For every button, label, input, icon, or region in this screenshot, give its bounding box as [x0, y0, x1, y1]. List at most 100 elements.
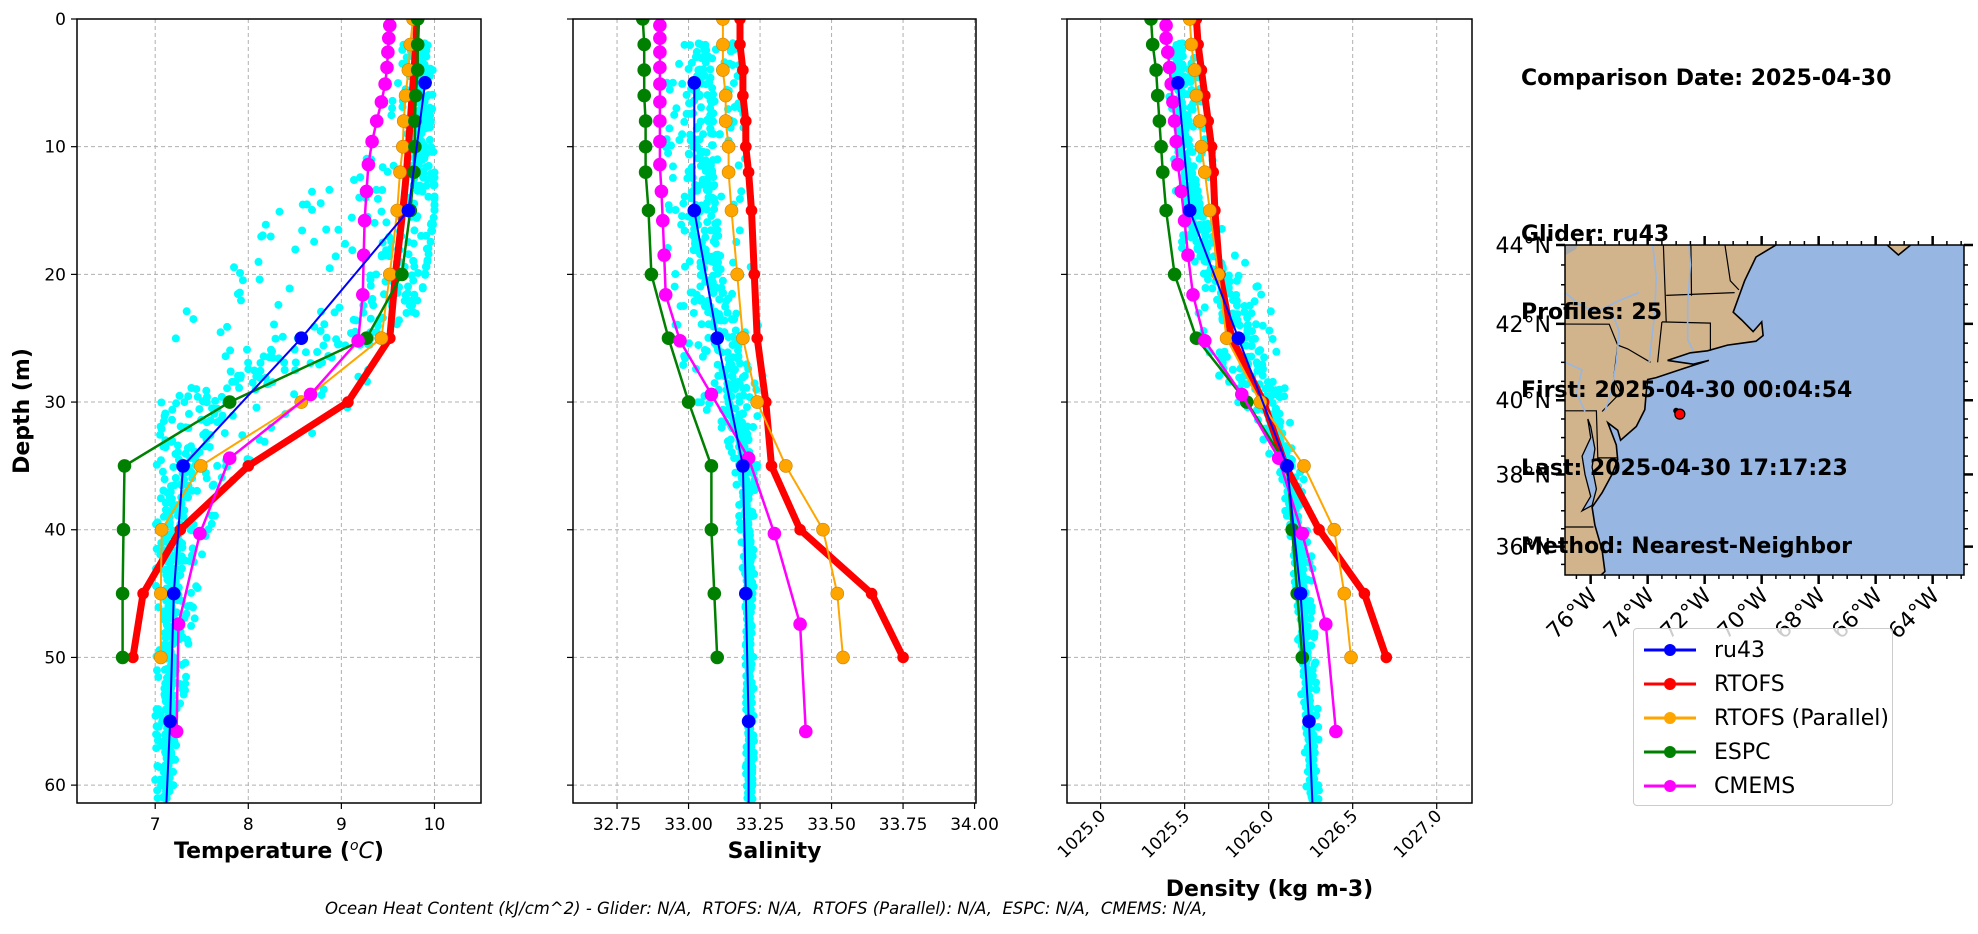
- glider-scatter-point: [171, 450, 180, 458]
- glider-scatter-point: [298, 226, 307, 235]
- data-point: [655, 213, 670, 228]
- glider-scatter-point: [750, 486, 759, 495]
- glider-scatter-point: [1184, 161, 1193, 170]
- x-tick-label: 1026.0: [1222, 806, 1278, 862]
- glider-scatter-point: [322, 225, 331, 234]
- glider-scatter-point: [319, 341, 328, 350]
- glider-scatter-point: [192, 385, 201, 394]
- river: [1648, 245, 1658, 363]
- data-point: [382, 267, 397, 282]
- glider-scatter-point: [1314, 723, 1323, 731]
- glider-scatter: [662, 39, 767, 803]
- glider-scatter-point: [1263, 378, 1272, 387]
- glider-scatter-point: [724, 333, 733, 342]
- y-tick-label: 40: [44, 521, 66, 541]
- glider-scatter-point: [280, 358, 289, 367]
- data-point: [222, 395, 237, 409]
- glider-scatter-point: [747, 755, 756, 764]
- data-point: [115, 586, 130, 601]
- salinity-plot-area: [636, 19, 909, 803]
- glider-scatter-point: [153, 762, 162, 770]
- glider-scatter-point: [688, 218, 697, 227]
- glider-scatter-point: [734, 161, 743, 170]
- glider-scatter-point: [709, 271, 717, 280]
- glider-scatter-point: [737, 187, 746, 196]
- data-point: [137, 587, 149, 600]
- data-point: [194, 459, 208, 473]
- glider-scatter-point: [427, 226, 436, 235]
- glider-scatter-point: [1265, 449, 1274, 458]
- glider-scatter-point: [161, 634, 170, 643]
- glider-scatter-point: [409, 276, 418, 285]
- data-point: [707, 586, 722, 601]
- x-tick-label: 33.25: [736, 815, 785, 835]
- x-tick-label: 9: [336, 815, 347, 835]
- data-point: [374, 95, 389, 109]
- glider-scatter-point: [668, 173, 677, 182]
- glider-scatter-point: [162, 498, 170, 507]
- data-point: [1189, 88, 1204, 103]
- data-point: [193, 526, 207, 541]
- data-point: [1144, 19, 1158, 26]
- data-point: [383, 19, 397, 33]
- glider-scatter-point: [743, 403, 751, 412]
- first-time: First: 2025-04-30 00:04:54: [1521, 378, 1853, 403]
- glider-scatter-point: [665, 205, 674, 214]
- glider-scatter-point: [161, 748, 170, 756]
- glider-scatter-point: [352, 316, 360, 325]
- glider-scatter-point: [193, 486, 201, 495]
- glider-scatter-point: [1260, 353, 1269, 362]
- glider-scatter-point: [707, 129, 716, 138]
- glider-scatter-point: [1235, 321, 1244, 330]
- glider-scatter-point: [417, 231, 426, 240]
- glider-scatter-point: [664, 149, 673, 158]
- legend-label: ESPC: [1714, 739, 1771, 765]
- x-tick-label: 1026.5: [1306, 806, 1362, 862]
- glider-scatter-point: [686, 288, 695, 297]
- glider-scatter-point: [730, 103, 739, 111]
- glider-scatter-point: [430, 206, 439, 215]
- data-point: [303, 387, 318, 402]
- glider-scatter-point: [701, 58, 710, 67]
- data-point: [1327, 522, 1341, 537]
- glider-scatter-point: [714, 371, 723, 380]
- legend-label: RTOFS: [1714, 671, 1785, 697]
- data-point: [653, 157, 667, 172]
- glider-scatter-point: [372, 270, 381, 279]
- glider-scatter-point: [686, 41, 695, 50]
- glider-scatter-point: [670, 282, 679, 291]
- series-cmems: [653, 19, 813, 739]
- y-axis-label: Depth (m): [10, 348, 35, 474]
- glider-scatter-point: [1199, 269, 1208, 278]
- glider-scatter-point: [717, 417, 726, 426]
- glider-scatter-point: [1272, 347, 1281, 356]
- glider-scatter-point: [1208, 284, 1217, 293]
- glider-scatter-point: [235, 383, 244, 392]
- glider-scatter-point: [412, 213, 421, 222]
- glider-scatter-point: [313, 348, 322, 356]
- data-point: [1219, 331, 1234, 346]
- glider-scatter-point: [680, 40, 689, 49]
- glider-scatter-point: [743, 422, 752, 431]
- glider-scatter-point: [1215, 371, 1224, 380]
- glider-scatter-point: [731, 404, 740, 413]
- map-frame: [1564, 244, 1965, 576]
- glider-scatter-point: [665, 124, 674, 133]
- data-point: [653, 45, 667, 60]
- glider-scatter-point: [394, 79, 402, 88]
- data-point: [1174, 184, 1189, 199]
- glider-scatter-point: [426, 116, 435, 125]
- glider-scatter-point: [1232, 276, 1241, 285]
- legend-item: CMEMS: [1642, 771, 1795, 801]
- glider-scatter-point: [1257, 365, 1266, 374]
- glider-scatter-point: [723, 409, 732, 418]
- glider-scatter-point: [151, 775, 160, 784]
- glider-scatter-point: [152, 460, 161, 469]
- data-point: [1193, 114, 1207, 128]
- glider-scatter-point: [410, 262, 419, 271]
- glider-scatter-point: [236, 269, 244, 277]
- glider-scatter-point: [206, 416, 215, 425]
- glider-scatter-point: [280, 366, 289, 374]
- glider-scatter-point: [710, 379, 719, 388]
- data-point: [751, 332, 764, 345]
